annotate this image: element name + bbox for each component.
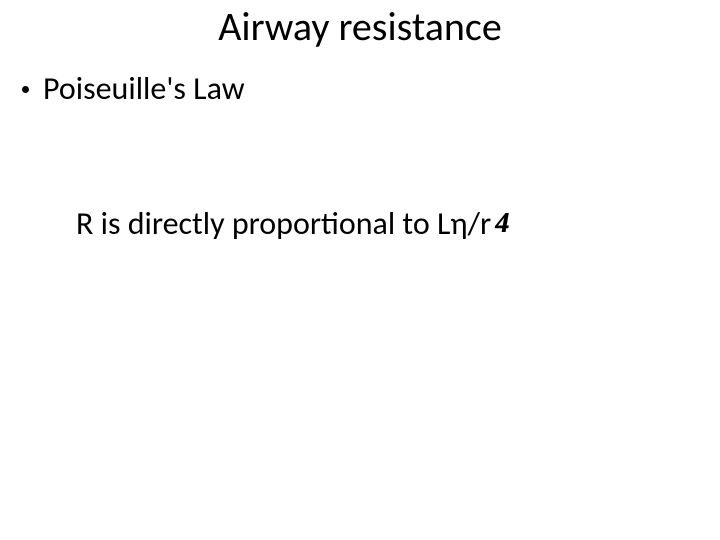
slide-title: Airway resistance [0,0,720,51]
formula-text: R is directly proportional to Lη/r [76,204,491,243]
formula-line: R is directly proportional to Lη/r4 [0,204,720,243]
bullet-text: Poiseuille's Law [43,69,245,108]
bullet-marker [22,86,29,93]
bullet-item: Poiseuille's Law [0,69,720,108]
formula-exponent: 4 [495,208,509,240]
slide-container: Airway resistance Poiseuille's Law R is … [0,0,720,540]
